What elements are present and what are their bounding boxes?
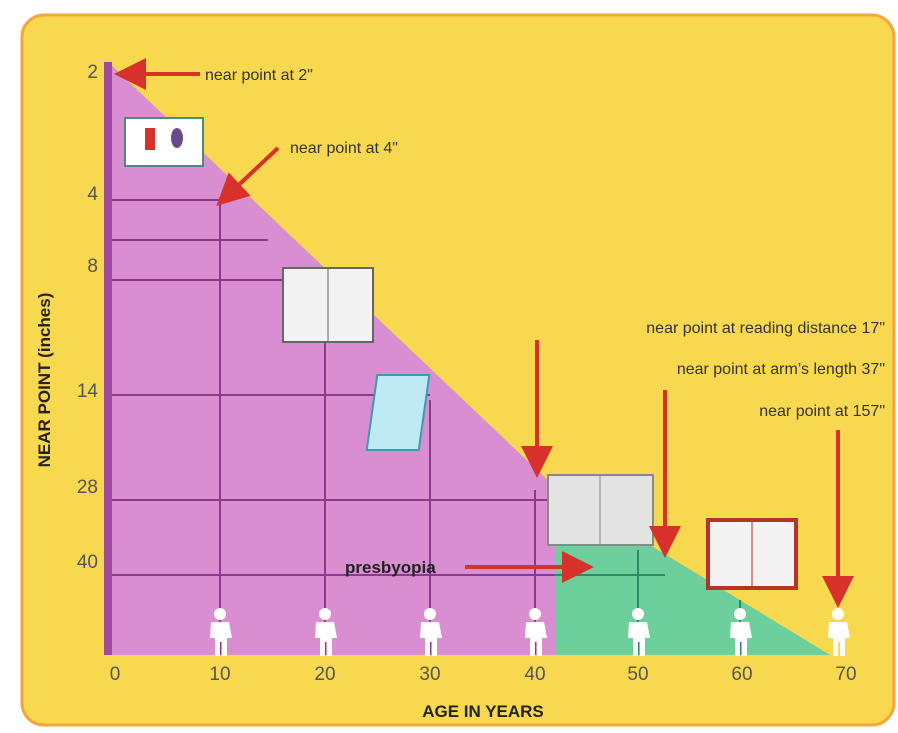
axis-edge	[104, 62, 112, 655]
x-tick-label: 60	[731, 664, 752, 685]
x-tick-label: 70	[835, 664, 856, 685]
person	[734, 608, 746, 620]
y-tick-label: 4	[87, 184, 98, 205]
person	[529, 608, 541, 620]
x-tick-label: 20	[314, 664, 335, 685]
presbyopia-label: presbyopia	[345, 558, 436, 577]
diagram: NEAR POINT (inches) AGE IN YEARS presbyo…	[0, 0, 898, 733]
x-tick-label: 50	[627, 664, 648, 685]
x-axis-title: AGE IN YEARS	[422, 702, 544, 721]
person	[214, 608, 226, 620]
x-tick-label: 0	[110, 664, 121, 685]
person	[632, 608, 644, 620]
x-tick-label: 10	[209, 664, 230, 685]
x-tick-label: 40	[524, 664, 545, 685]
person	[424, 608, 436, 620]
y-tick-label: 14	[77, 381, 99, 402]
annotation: near point at 2"	[205, 67, 313, 84]
annotation: near point at reading distance 17"	[646, 320, 885, 337]
person	[319, 608, 331, 620]
y-tick-label: 40	[77, 552, 98, 573]
y-axis-title: NEAR POINT (inches)	[35, 293, 54, 468]
person	[832, 608, 844, 620]
annotation: near point at 157"	[759, 403, 885, 420]
y-tick-label: 8	[87, 256, 98, 277]
y-tick-label: 28	[77, 477, 98, 498]
x-tick-label: 30	[419, 664, 440, 685]
annotation: near point at arm’s length 37"	[677, 361, 885, 378]
annotation: near point at 4"	[290, 140, 398, 157]
y-tick-label: 2	[87, 62, 98, 83]
